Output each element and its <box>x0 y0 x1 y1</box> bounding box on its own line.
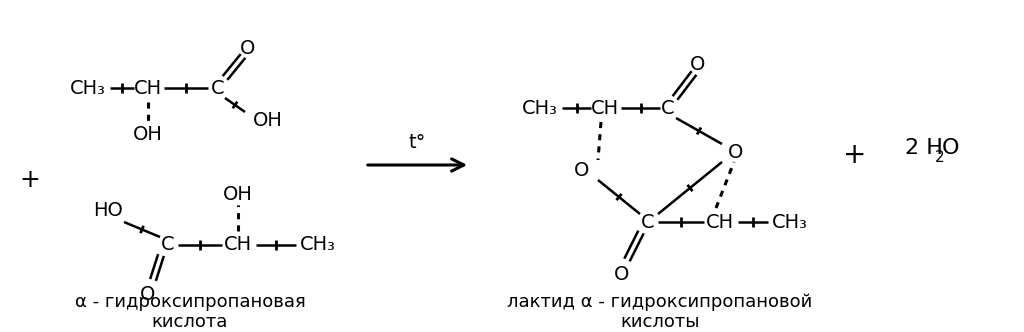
Text: CH₃: CH₃ <box>772 212 808 231</box>
Text: O: O <box>690 55 706 74</box>
Text: O: O <box>241 39 256 57</box>
Text: CH: CH <box>224 235 252 255</box>
Text: +: + <box>844 141 866 169</box>
Text: CH: CH <box>706 212 734 231</box>
Text: кислота: кислота <box>152 313 228 331</box>
Text: +: + <box>19 168 40 192</box>
Text: C: C <box>662 99 675 118</box>
Text: CH₃: CH₃ <box>522 99 558 118</box>
Text: α - гидроксипропановая: α - гидроксипропановая <box>75 293 305 311</box>
Text: C: C <box>641 212 654 231</box>
Text: OH: OH <box>133 125 163 144</box>
Text: лактид α - гидроксипропановой: лактид α - гидроксипропановой <box>507 293 813 311</box>
Text: CH: CH <box>591 99 620 118</box>
Text: t°: t° <box>409 133 426 152</box>
Text: OH: OH <box>223 186 253 205</box>
Text: CH₃: CH₃ <box>300 235 336 255</box>
Text: O: O <box>140 285 156 303</box>
Text: OH: OH <box>253 111 283 129</box>
Text: 2: 2 <box>935 150 944 165</box>
Text: O: O <box>614 265 630 284</box>
Text: кислоты: кислоты <box>621 313 699 331</box>
Text: O: O <box>942 138 959 158</box>
Text: O: O <box>574 160 590 180</box>
Text: CH₃: CH₃ <box>70 78 105 98</box>
Text: CH: CH <box>134 78 162 98</box>
Text: O: O <box>728 142 743 161</box>
Text: 2 H: 2 H <box>905 138 943 158</box>
Text: C: C <box>161 235 175 255</box>
Text: HO: HO <box>93 201 123 219</box>
Text: C: C <box>211 78 225 98</box>
